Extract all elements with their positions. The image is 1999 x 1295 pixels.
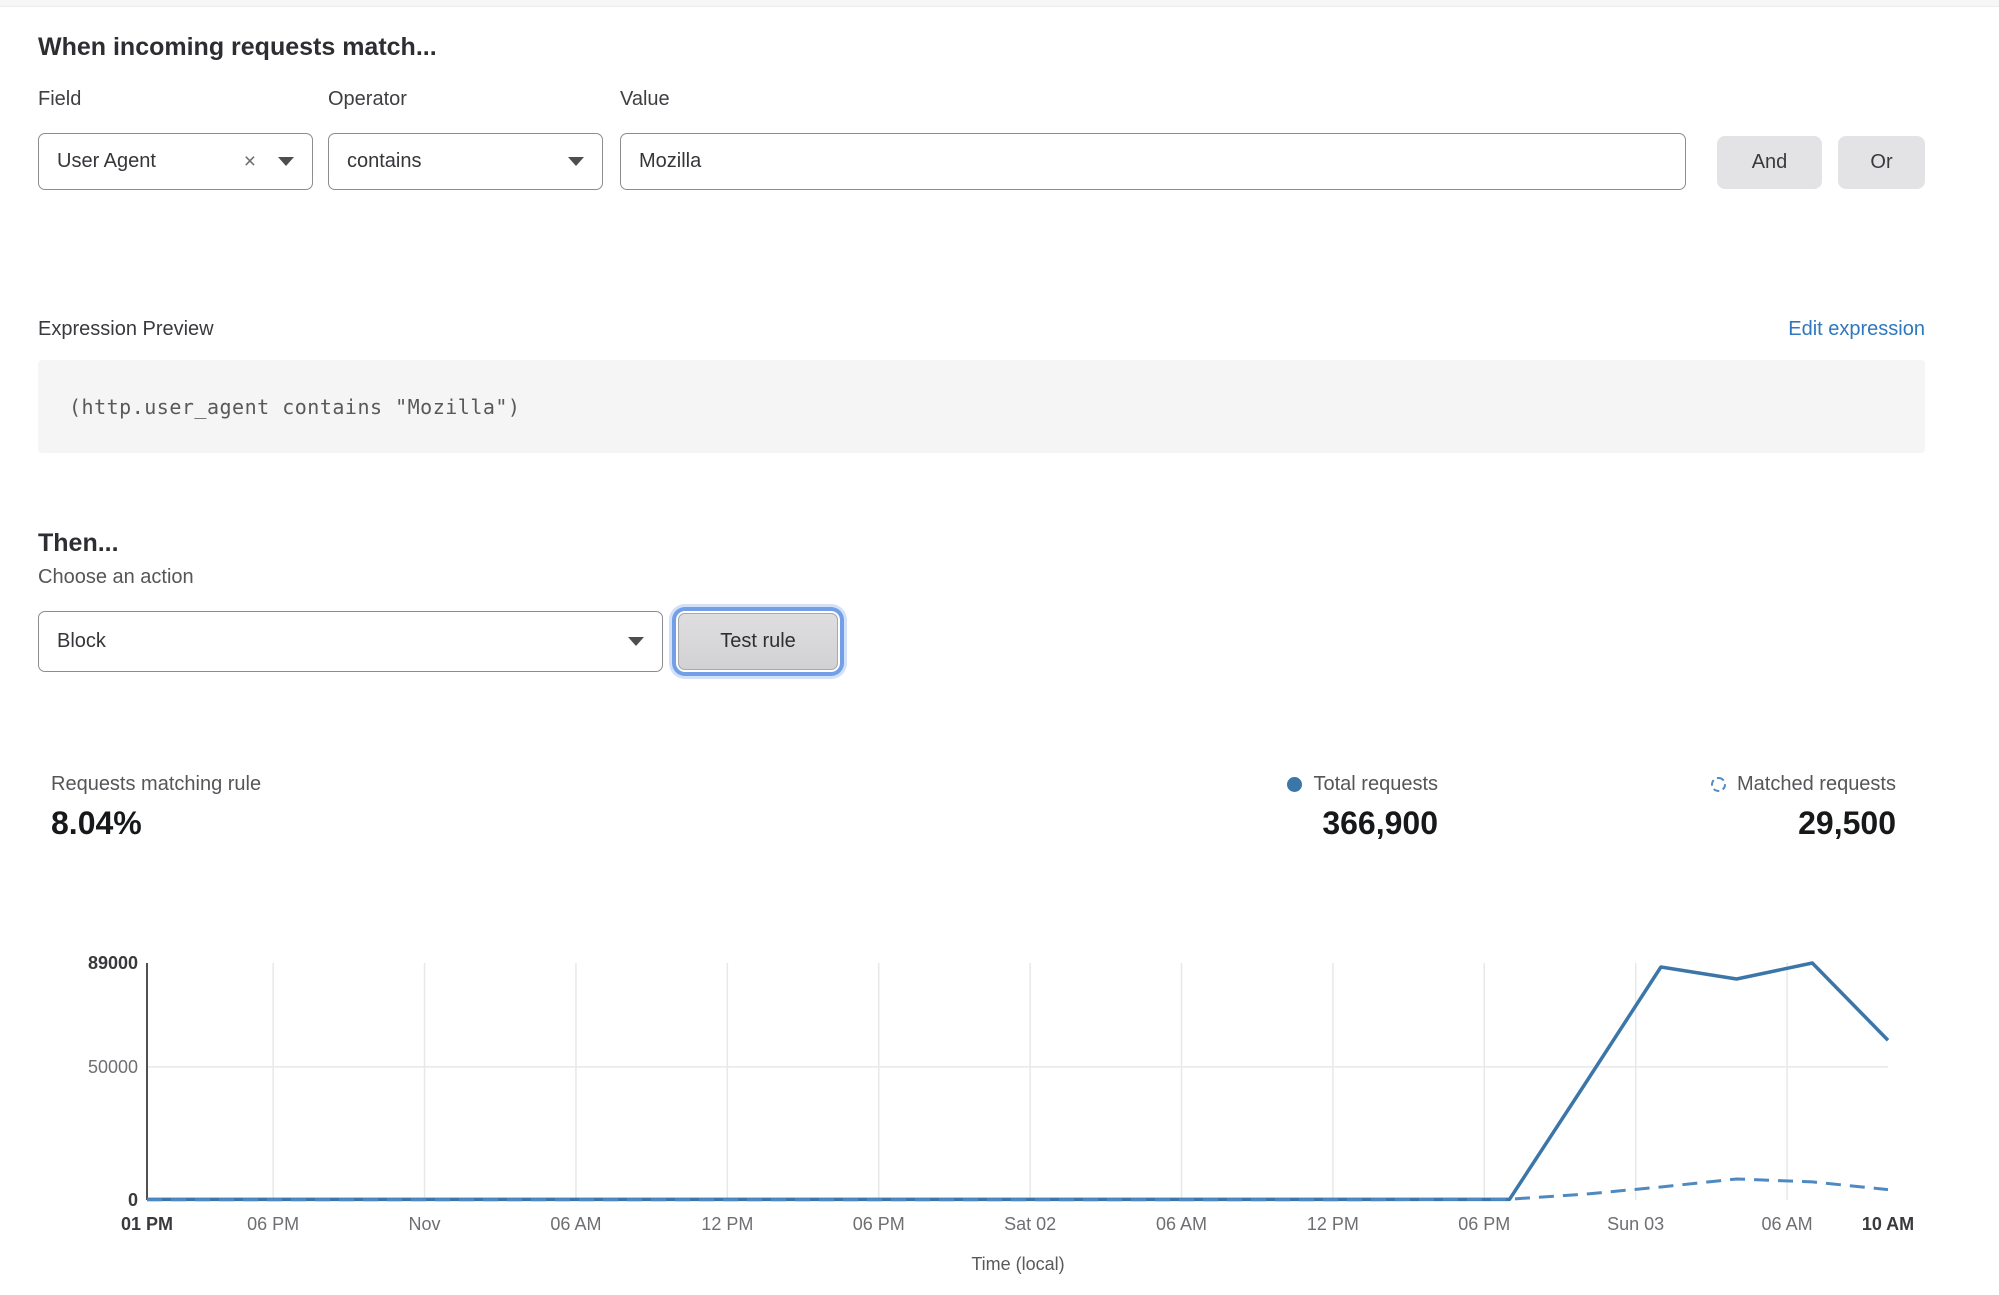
x-tick-label: 12 PM bbox=[1307, 1214, 1359, 1234]
test-rule-button[interactable]: Test rule bbox=[678, 613, 838, 670]
x-tick-label: 06 AM bbox=[1156, 1214, 1207, 1234]
stat-matched-label: Matched requests bbox=[1737, 773, 1896, 795]
x-tick-label: Sat 02 bbox=[1004, 1214, 1056, 1234]
expression-preview-box: (http.user_agent contains "Mozilla") bbox=[38, 360, 1925, 453]
x-tick-label: Nov bbox=[409, 1214, 441, 1234]
chevron-down-icon bbox=[628, 637, 644, 646]
action-column: Block bbox=[38, 611, 663, 672]
requests-chart: 89000 50000 0 01 PM 06 PM Nov 06 AM 12 PM 06 PM S… bbox=[88, 953, 1914, 1274]
x-tick-label: 06 PM bbox=[853, 1214, 905, 1234]
x-axis-title: Time (local) bbox=[971, 1254, 1064, 1274]
y-tick-label: 50000 bbox=[88, 1057, 138, 1077]
operator-select[interactable]: contains bbox=[328, 133, 603, 190]
series-matched bbox=[147, 1177, 1889, 1202]
chevron-down-icon bbox=[568, 157, 584, 166]
or-button[interactable]: Or bbox=[1838, 136, 1925, 189]
legend-total-requests: Total requests bbox=[1287, 773, 1438, 796]
x-tick-label: 06 AM bbox=[1762, 1214, 1813, 1234]
solid-dot-legend-icon bbox=[1287, 777, 1303, 792]
x-tick-label: 12 PM bbox=[701, 1214, 753, 1234]
y-tick-label: 0 bbox=[128, 1190, 138, 1210]
x-tick-label: 06 PM bbox=[247, 1214, 299, 1234]
expression-preview-label: Expression Preview bbox=[38, 318, 214, 340]
dashed-circle-legend-icon bbox=[1711, 777, 1727, 792]
stat-total-requests: Total requests 366,900 bbox=[1287, 773, 1438, 842]
x-tick-label: 06 PM bbox=[1458, 1214, 1510, 1234]
then-heading: Then... bbox=[38, 528, 119, 557]
x-tick-label: Sun 03 bbox=[1607, 1214, 1664, 1234]
series-total bbox=[147, 961, 1890, 1202]
stat-matching-rule: Requests matching rule 8.04% bbox=[51, 773, 261, 842]
field-column: Field User Agent × bbox=[38, 88, 313, 190]
choose-action-label: Choose an action bbox=[38, 566, 194, 588]
operator-column: Operator contains bbox=[328, 88, 603, 190]
operator-label: Operator bbox=[328, 88, 407, 110]
operator-select-value: contains bbox=[347, 150, 422, 172]
x-tick-label: 06 AM bbox=[550, 1214, 601, 1234]
stat-matching-value: 8.04% bbox=[51, 805, 142, 841]
stat-total-label: Total requests bbox=[1313, 773, 1438, 795]
legend-matched-requests: Matched requests bbox=[1711, 773, 1896, 796]
edit-expression-link[interactable]: Edit expression bbox=[1788, 318, 1925, 340]
top-divider bbox=[0, 0, 1999, 7]
stat-matched-requests: Matched requests 29,500 bbox=[1711, 773, 1896, 842]
page-title: When incoming requests match... bbox=[38, 32, 437, 61]
action-select-value: Block bbox=[57, 630, 106, 652]
field-select-value: User Agent bbox=[57, 150, 156, 172]
value-label: Value bbox=[620, 88, 670, 110]
chevron-down-icon bbox=[278, 157, 294, 166]
value-input[interactable] bbox=[620, 133, 1686, 190]
stat-matched-value: 29,500 bbox=[1798, 805, 1896, 841]
x-tick-label: 10 AM bbox=[1862, 1214, 1914, 1234]
and-button[interactable]: And bbox=[1717, 136, 1822, 189]
stat-total-value: 366,900 bbox=[1322, 805, 1438, 841]
clear-field-icon[interactable]: × bbox=[243, 150, 256, 173]
x-tick-label: 01 PM bbox=[121, 1214, 173, 1234]
y-tick-label: 89000 bbox=[88, 953, 138, 973]
action-select[interactable]: Block bbox=[38, 611, 663, 672]
field-label: Field bbox=[38, 88, 82, 110]
value-column: Value bbox=[620, 88, 1686, 190]
field-select[interactable]: User Agent × bbox=[38, 133, 313, 190]
expression-code: (http.user_agent contains "Mozilla") bbox=[69, 394, 521, 419]
stat-matching-label: Requests matching rule bbox=[51, 773, 262, 795]
